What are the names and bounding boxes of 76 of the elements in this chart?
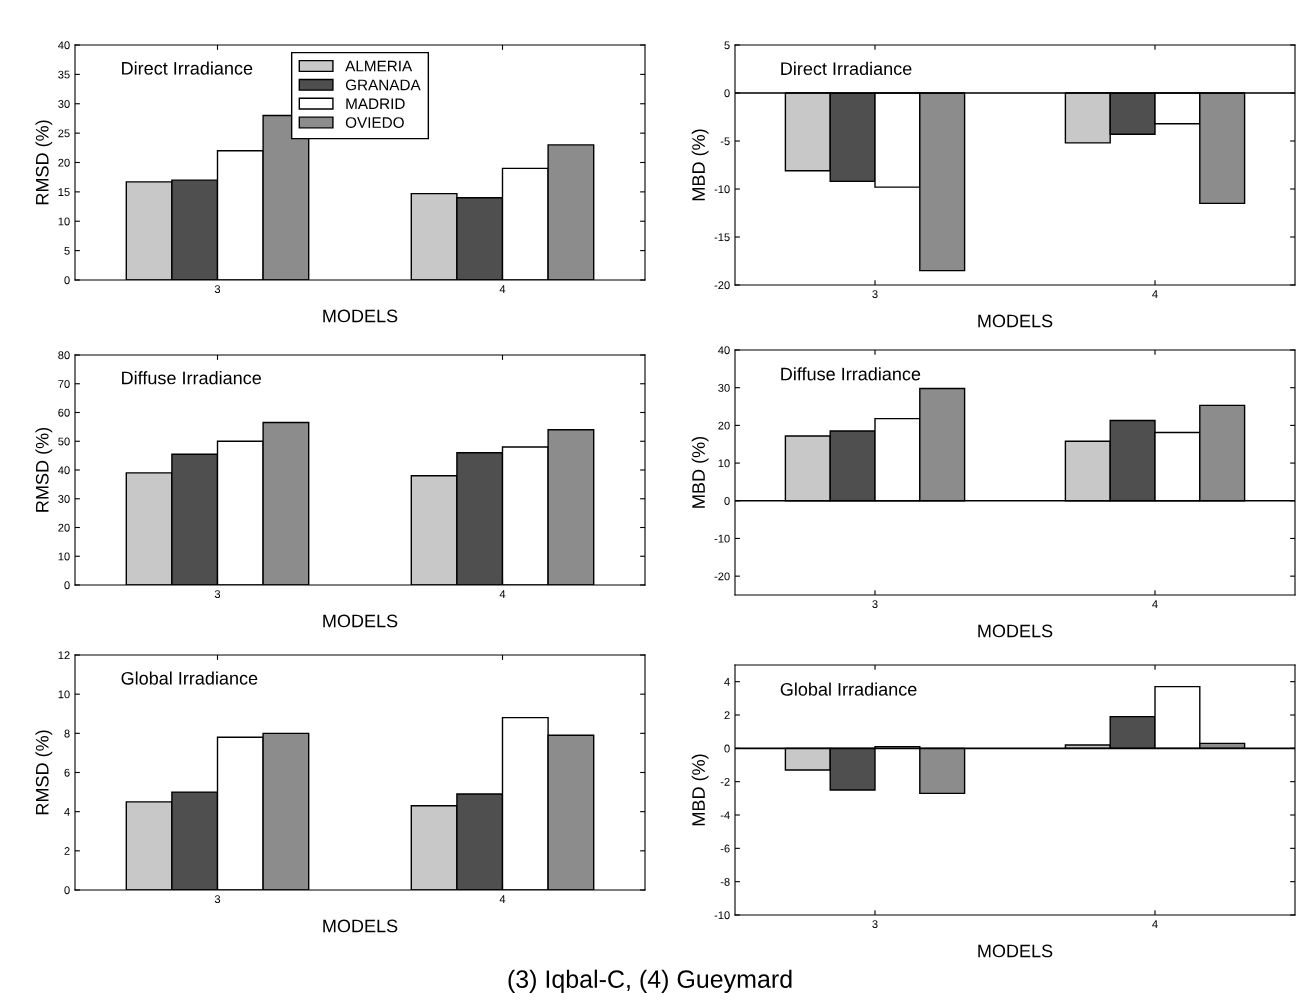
y-axis-title: MBD (%) [691,754,709,826]
y-tick-label: 10 [718,459,730,468]
y-tick-label: 10 [58,217,70,226]
x-axis-title: MODELS [323,614,398,628]
x-tick-label: 3 [872,290,878,299]
y-tick-label: 40 [58,466,70,475]
y-tick-label: 15 [58,188,70,197]
y-tick-label: 0 [724,497,730,505]
y-tick-label: 40 [718,346,730,355]
y-axis-title: MBD (%) [691,129,709,201]
text: Diffuse Irradiance [781,367,921,381]
text: Global Irradiance [121,671,258,685]
y-tick-label: -2 [720,777,730,786]
y-tick-label: -15 [714,233,730,242]
y-tick-label: 0 [64,886,70,895]
y-tick-label: 2 [64,847,70,855]
y-tick-label: 4 [64,808,70,816]
x-tick-label: 3 [214,590,221,599]
y-tick-label: 0 [724,744,730,753]
x-tick-label: 3 [872,920,878,929]
y-tick-label: 50 [58,437,70,446]
y-tick-label: 40 [58,41,70,50]
y-tick-label: 20 [58,523,70,532]
legend-label: OVIEDO [345,117,404,128]
y-tick-label: 70 [58,380,70,388]
y-axis-title: RMSD (%) [35,120,53,205]
y-tick-label: 25 [58,129,70,138]
x-tick-label: 3 [872,600,878,609]
y-tick-label: -10 [714,534,730,543]
y-tick-label: 0 [724,89,730,98]
y-tick-label: 35 [58,70,70,79]
y-tick-label: -8 [720,877,730,886]
y-tick-label: 10 [58,552,70,561]
text: (3) Iqbal-C, (4) Gueymard [508,969,792,993]
y-tick-label: 2 [724,711,730,720]
x-axis-title: MODELS [323,309,398,323]
x-tick-label: 4 [1152,290,1158,298]
x-axis-title: MODELS [978,944,1053,958]
y-axis-title: RMSD (%) [35,730,53,815]
y-tick-label: 5 [64,247,70,255]
y-tick-label: -10 [714,185,730,194]
y-tick-label: -6 [720,844,730,853]
y-tick-label: 10 [58,690,70,699]
legend-label: MADRID [346,98,405,109]
y-tick-label: 8 [64,729,70,738]
text: Diffuse Irradiance [122,371,261,385]
y-tick-label: 30 [58,100,70,108]
y-tick-label: 6 [64,768,70,777]
y-tick-label: 30 [718,383,730,392]
y-tick-label: 20 [718,421,730,430]
legend-label: ALMERIA [345,60,413,72]
x-axis-title: MODELS [978,314,1053,328]
y-axis-title: RMSD (%) [35,427,53,512]
y-tick-label: -20 [714,281,730,290]
y-tick-label: 0 [64,581,70,590]
y-tick-label: 20 [58,158,70,167]
y-tick-label: 4 [724,678,730,686]
text: Global Irradiance [780,682,917,696]
y-tick-label: -5 [720,137,730,146]
y-tick-label: 0 [64,276,70,285]
text: Direct Irradiance [781,61,912,76]
y-tick-label: 30 [58,495,70,503]
x-tick-label: 3 [214,895,221,904]
legend-label: GRANADA [345,79,421,91]
text: Direct Irradiance [122,61,253,75]
y-tick-label: -4 [720,811,730,820]
y-tick-label: 60 [58,408,70,417]
y-axis-title: MBD (%) [691,437,709,508]
x-axis-title: MODELS [978,624,1053,638]
y-tick-label: 5 [724,41,730,50]
x-tick-label: 3 [214,285,221,294]
y-tick-label: -20 [714,572,730,581]
y-tick-label: 12 [58,651,70,660]
y-tick-label: -10 [714,911,730,920]
y-tick-label: 80 [58,351,70,360]
x-axis-title: MODELS [323,919,398,933]
